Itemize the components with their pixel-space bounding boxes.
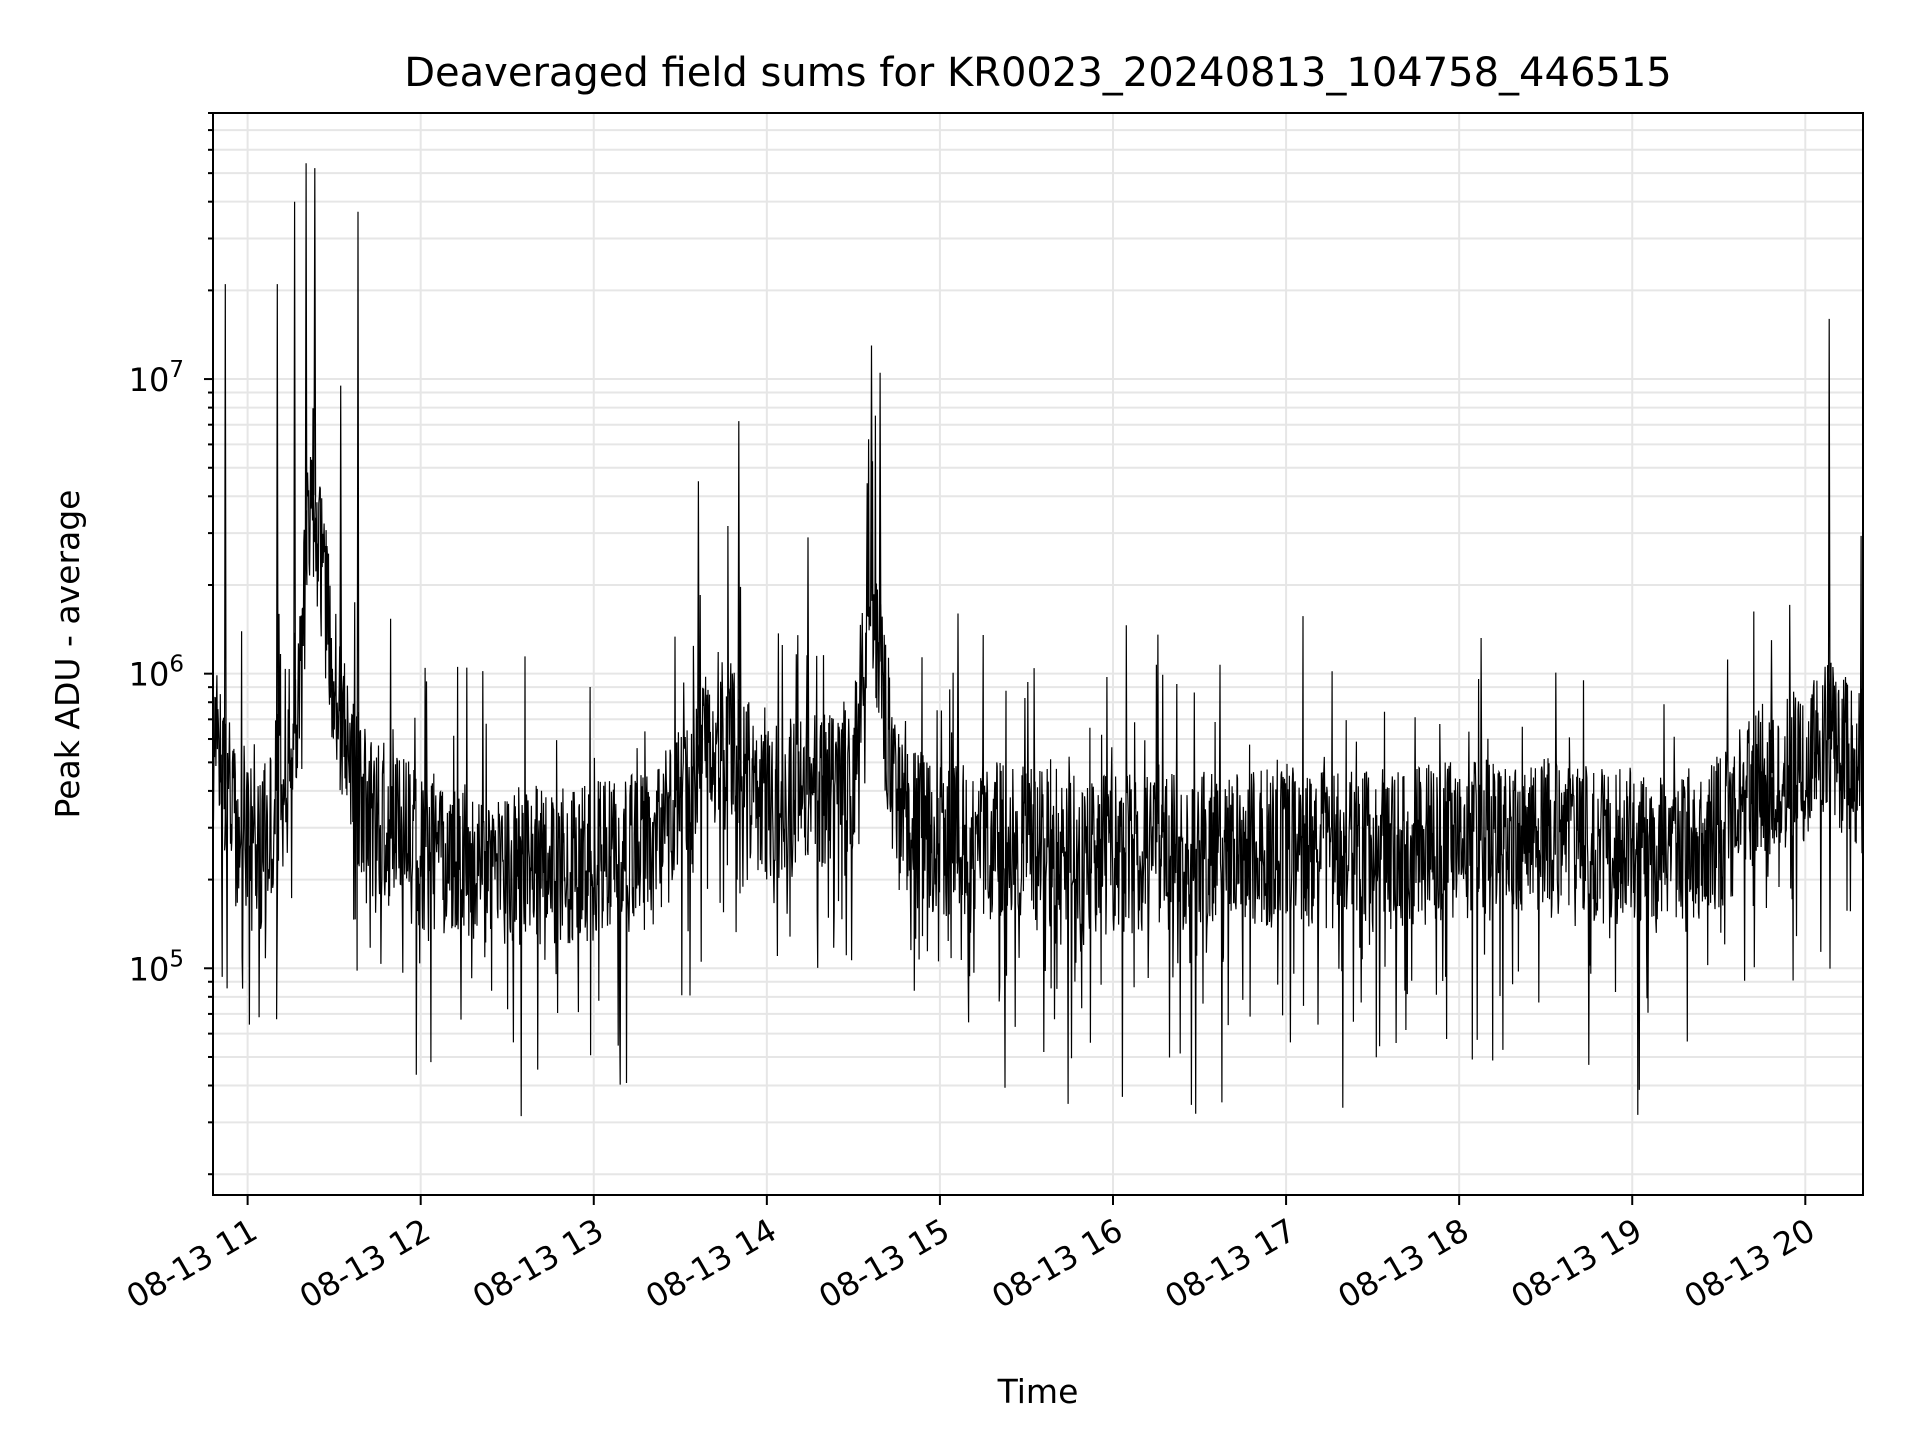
y-axis-title: Peak ADU - average — [48, 490, 87, 819]
y-tick-label-base: 10 — [129, 361, 170, 399]
y-tick-label: 105 — [129, 946, 184, 988]
y-tick-label-exponent: 6 — [169, 652, 184, 678]
plot-frame — [212, 112, 1864, 1196]
y-tick-label: 107 — [129, 357, 184, 399]
x-axis-title: Time — [997, 1372, 1079, 1411]
series-line — [213, 163, 1863, 1117]
chart-title: Deaveraged field sums for KR0023_2024081… — [404, 50, 1672, 96]
y-tick-label-exponent: 7 — [169, 357, 184, 383]
series-layer — [213, 163, 1863, 1117]
y-tick-label-exponent: 5 — [169, 946, 184, 972]
y-tick-label-base: 10 — [129, 950, 170, 988]
y-tick-label-base: 10 — [129, 656, 170, 694]
y-tick-label: 106 — [129, 652, 184, 694]
